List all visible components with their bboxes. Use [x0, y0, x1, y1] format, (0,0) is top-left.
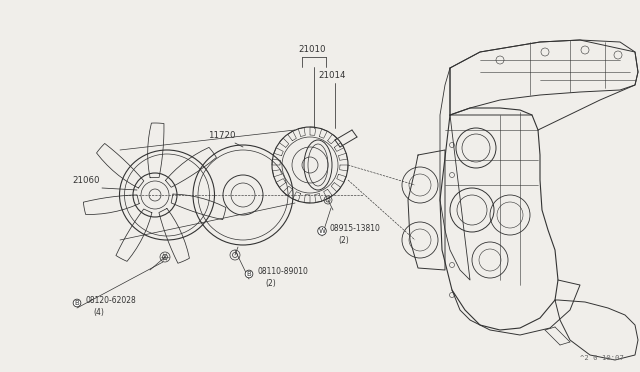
Text: 08120-62028: 08120-62028 — [85, 296, 136, 305]
Text: 08110-89010: 08110-89010 — [257, 267, 308, 276]
Text: B: B — [75, 300, 79, 306]
Text: 21010: 21010 — [298, 45, 326, 54]
Text: W: W — [319, 228, 325, 234]
Text: 21060: 21060 — [72, 176, 99, 185]
Text: 21014: 21014 — [318, 71, 346, 80]
Text: (4): (4) — [93, 308, 104, 317]
Text: 11720: 11720 — [208, 131, 236, 140]
Text: 08915-13810: 08915-13810 — [330, 224, 381, 233]
Text: (2): (2) — [265, 279, 276, 288]
Text: B: B — [246, 271, 252, 277]
Text: (2): (2) — [338, 236, 349, 245]
Text: ^2 0 10:07: ^2 0 10:07 — [580, 355, 624, 361]
